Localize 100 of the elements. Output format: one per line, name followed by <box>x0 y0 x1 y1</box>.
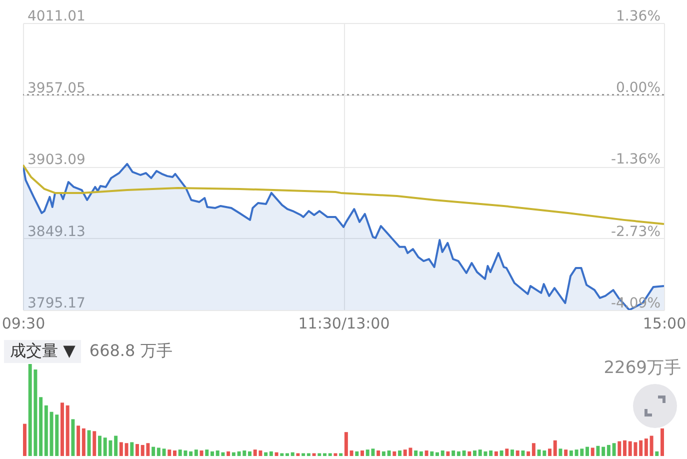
bar <box>232 452 236 456</box>
bar <box>226 451 230 456</box>
bar <box>200 450 204 456</box>
bar <box>553 440 557 456</box>
y2-tick-label: -2.73% <box>610 224 660 240</box>
bar <box>586 446 589 456</box>
bar <box>424 450 428 456</box>
bar <box>660 428 664 456</box>
y2-tick-label: 1.36% <box>616 8 660 24</box>
bar <box>328 453 332 456</box>
bar <box>39 397 43 456</box>
bar <box>334 453 338 456</box>
bar <box>500 450 504 456</box>
bar <box>655 451 659 456</box>
bar <box>210 451 214 456</box>
bar <box>162 448 166 456</box>
bar <box>440 450 444 456</box>
bar <box>248 451 252 456</box>
bar <box>430 451 434 456</box>
bar <box>596 446 600 456</box>
bar <box>152 446 156 456</box>
bar <box>516 450 520 456</box>
bar <box>355 451 359 456</box>
y2-tick-label: -1.36% <box>610 152 660 168</box>
bar <box>136 444 139 456</box>
bar <box>462 450 466 456</box>
bar <box>618 441 622 456</box>
bar <box>173 450 176 456</box>
bar <box>360 450 364 456</box>
bar <box>66 405 70 456</box>
bar <box>302 453 306 456</box>
bar <box>602 446 606 456</box>
bar <box>526 451 530 456</box>
bar <box>650 436 654 456</box>
bar <box>318 453 322 456</box>
bar <box>494 451 498 456</box>
bar <box>612 443 616 456</box>
bar <box>468 451 472 456</box>
bar <box>419 451 423 456</box>
bar <box>194 450 198 456</box>
bar <box>76 426 80 456</box>
bar <box>312 453 316 456</box>
bar <box>87 430 91 456</box>
bar <box>71 419 75 456</box>
bar <box>274 452 278 456</box>
bar <box>392 451 396 456</box>
bar <box>286 453 289 456</box>
bar <box>189 451 193 456</box>
bar <box>296 453 300 456</box>
y-tick-label: 3849.13 <box>28 224 86 240</box>
bar <box>44 405 48 456</box>
x-tick-label: 15:00 <box>642 314 686 332</box>
bar <box>339 453 343 456</box>
bar <box>569 450 573 456</box>
bar <box>452 450 456 456</box>
bar <box>205 450 209 456</box>
bar <box>639 440 643 456</box>
y-tick-label: 3795.17 <box>28 296 86 312</box>
bar <box>446 451 450 456</box>
y-tick-label: 3903.09 <box>28 152 86 168</box>
bar <box>92 431 96 456</box>
bar <box>644 438 648 456</box>
bar <box>98 436 102 456</box>
bar <box>264 452 268 456</box>
bar <box>130 442 134 456</box>
y2-tick-label: 0.00% <box>616 80 660 96</box>
bar <box>290 452 294 456</box>
y-tick-label: 4011.01 <box>28 8 86 24</box>
bar <box>124 443 128 456</box>
bar <box>387 450 391 456</box>
bar <box>376 450 380 456</box>
bar <box>398 450 402 456</box>
bar <box>606 444 610 456</box>
bar <box>532 443 536 456</box>
bar <box>156 448 160 456</box>
chart-title: 成交量 ▼ <box>4 340 82 362</box>
bar <box>473 450 476 456</box>
bar <box>114 436 118 456</box>
bar <box>23 424 26 456</box>
bar <box>510 450 514 456</box>
x-tick-label: 11:30/13:00 <box>298 314 390 332</box>
bar <box>323 453 326 456</box>
chart-subtitle: 668.8 万手 <box>89 340 172 362</box>
bar <box>489 450 493 456</box>
bar <box>60 402 64 456</box>
bar <box>558 448 562 456</box>
bar <box>564 450 568 456</box>
bar <box>119 442 123 456</box>
bar <box>82 428 86 456</box>
bar <box>306 453 310 456</box>
bar <box>436 452 439 456</box>
bar <box>590 448 594 456</box>
bar <box>505 448 509 456</box>
annotation: 2269万手 <box>604 357 681 379</box>
bar <box>269 451 273 456</box>
bar <box>280 453 284 456</box>
bar <box>456 451 460 456</box>
bar <box>382 451 386 456</box>
y-tick-label: 3957.05 <box>28 80 86 96</box>
bar <box>521 450 525 456</box>
